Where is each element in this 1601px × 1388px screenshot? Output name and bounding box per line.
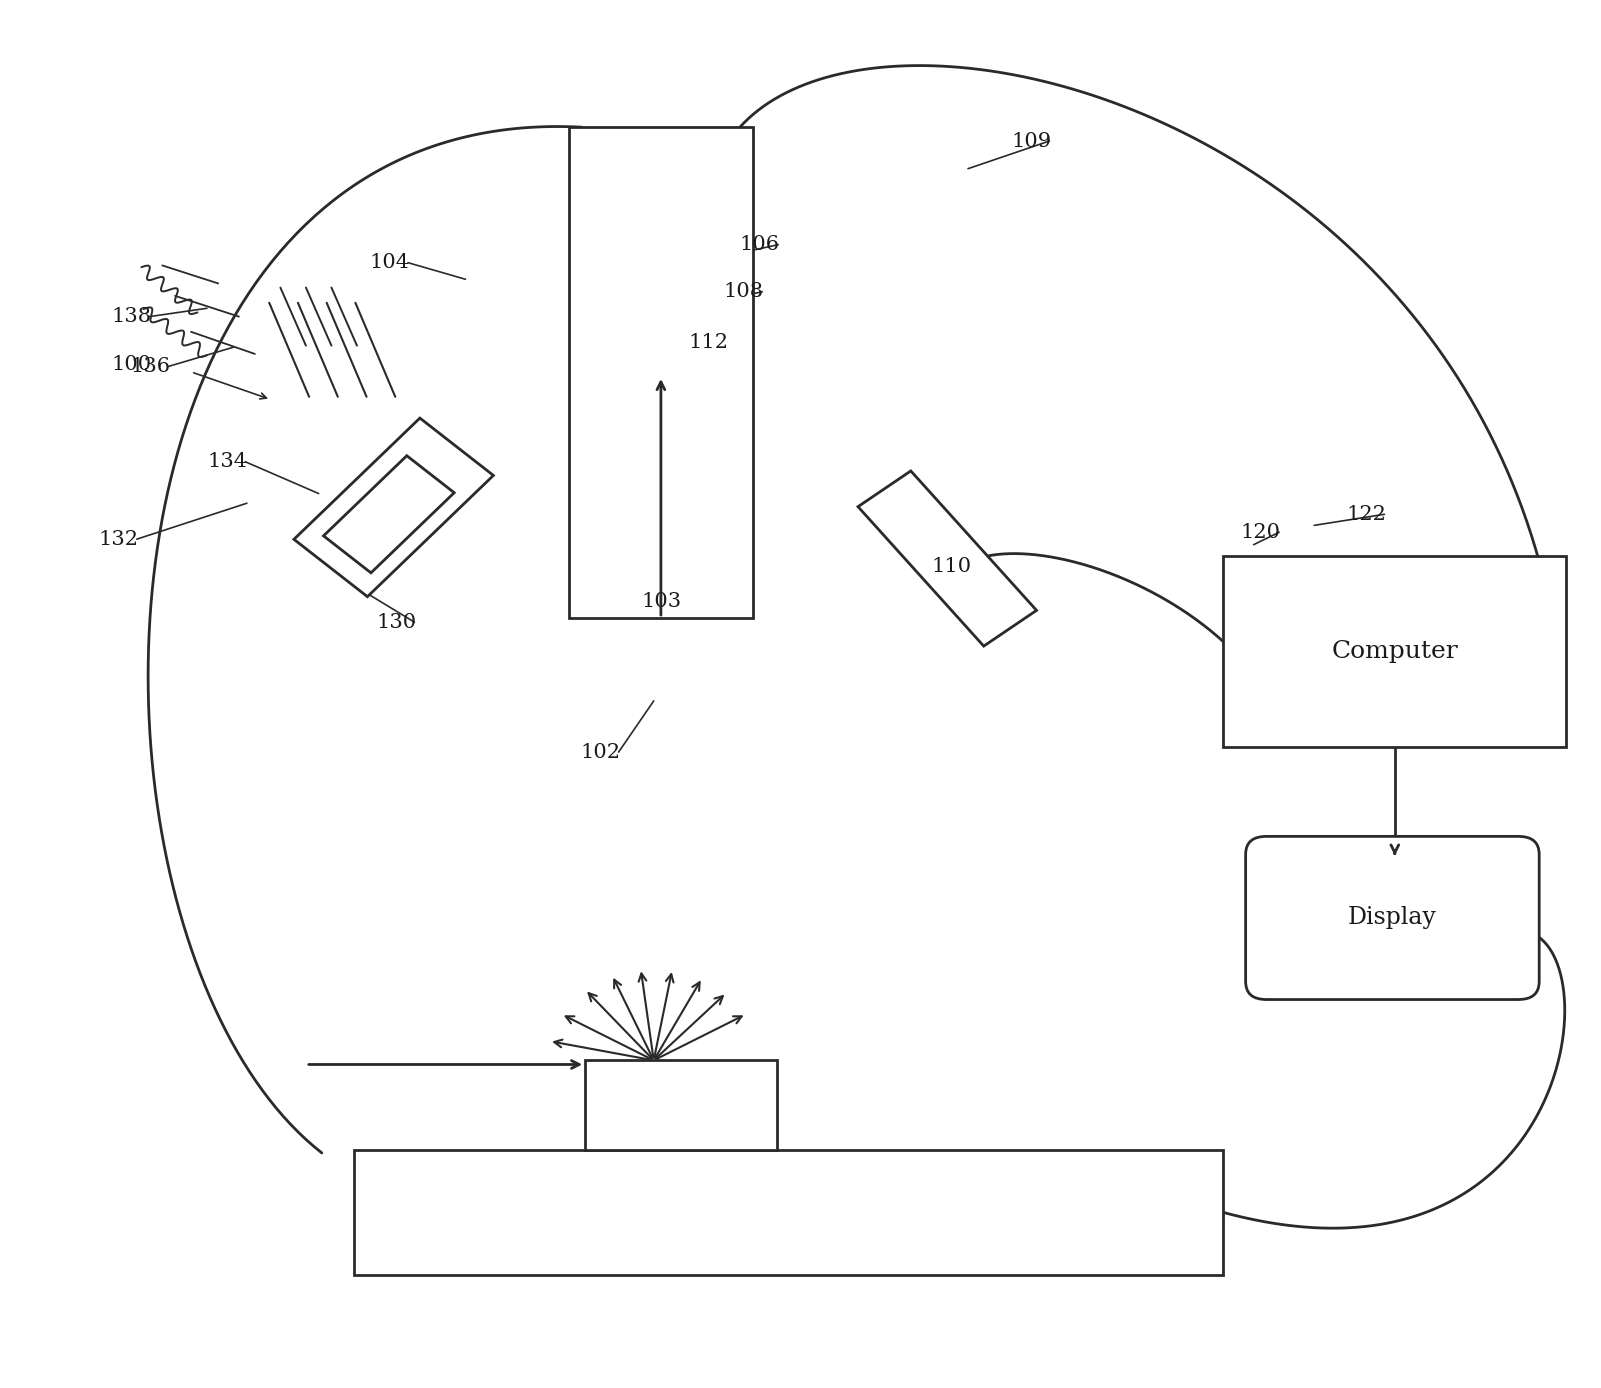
Text: 108: 108 <box>724 282 764 301</box>
Text: 110: 110 <box>932 558 972 576</box>
Text: 120: 120 <box>1241 523 1281 541</box>
Text: 102: 102 <box>580 743 620 762</box>
Text: 134: 134 <box>207 452 247 472</box>
Text: Display: Display <box>1348 906 1436 930</box>
Text: 103: 103 <box>640 591 680 611</box>
FancyBboxPatch shape <box>1246 837 1539 999</box>
Text: 112: 112 <box>688 333 728 353</box>
Text: 132: 132 <box>99 530 139 548</box>
Text: Computer: Computer <box>1332 640 1459 662</box>
Text: 104: 104 <box>370 253 410 272</box>
Bar <box>584 1060 776 1151</box>
Polygon shape <box>858 471 1036 647</box>
Bar <box>570 128 752 618</box>
Polygon shape <box>323 455 455 573</box>
Text: 106: 106 <box>740 235 780 254</box>
Text: 122: 122 <box>1346 505 1386 523</box>
Text: 100: 100 <box>110 355 152 375</box>
Text: 109: 109 <box>1012 132 1052 150</box>
Text: 130: 130 <box>376 612 416 632</box>
Bar <box>354 1151 1223 1274</box>
Text: 136: 136 <box>130 357 170 376</box>
Polygon shape <box>295 418 493 597</box>
Text: 138: 138 <box>110 307 150 326</box>
Bar <box>1223 555 1566 747</box>
